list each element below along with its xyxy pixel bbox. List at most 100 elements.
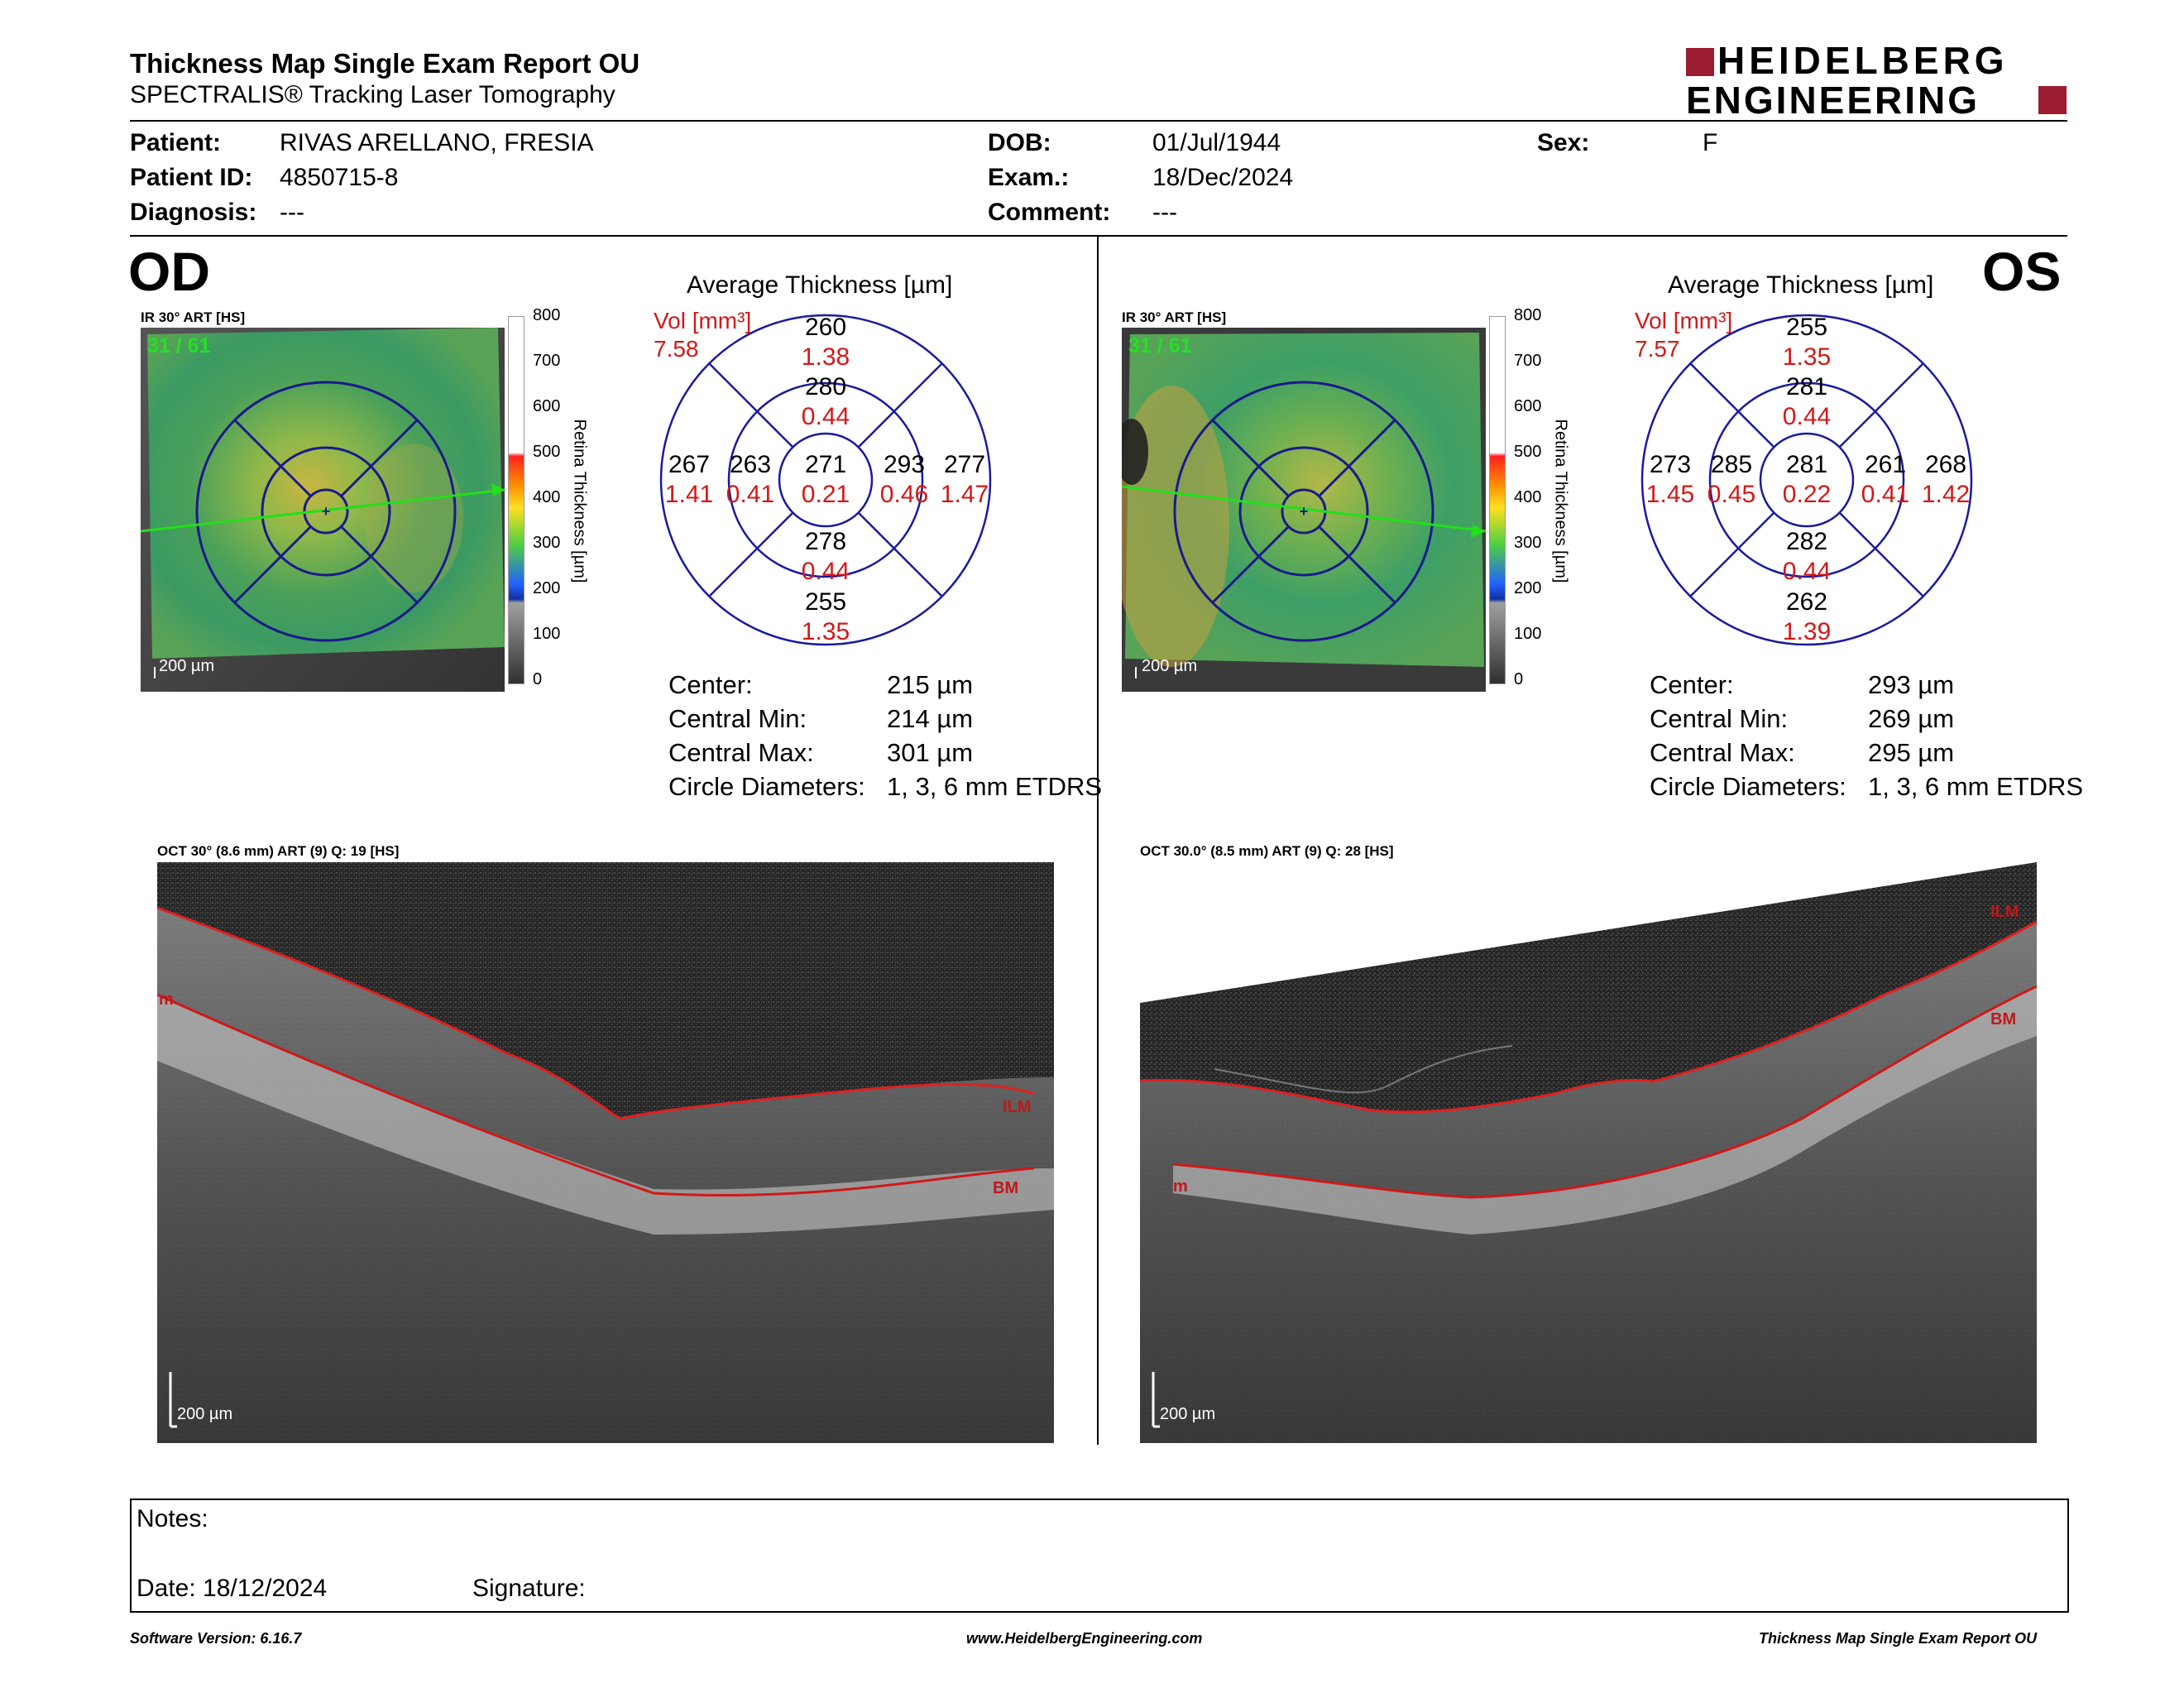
eye-divider	[1097, 237, 1099, 1445]
os-tick: 600	[1514, 397, 1542, 415]
os-inner-top-volume: 0.44	[1782, 403, 1832, 430]
header-divider	[130, 120, 2067, 122]
report-title: Thickness Map Single Exam Report OU	[130, 48, 640, 79]
os-tick: 400	[1514, 488, 1542, 506]
od-center-thickness: 271	[804, 451, 847, 478]
patient-name: RIVAS ARELLANO, FRESIA	[280, 129, 594, 156]
od-tick: 100	[533, 625, 561, 643]
svg-text:m: m	[1173, 1177, 1188, 1196]
od-inner-bottom-volume: 0.44	[801, 558, 850, 585]
od-center-volume: 0.21	[801, 481, 850, 508]
os-tick: 100	[1514, 625, 1542, 643]
os-inner-top-thickness: 281	[1785, 373, 1828, 400]
comment-value: ---	[1152, 199, 1177, 226]
os-central-max-value: 295 µm	[1868, 738, 1955, 767]
os-ir-image: +	[1122, 328, 1486, 692]
od-center-label: Center:	[668, 670, 753, 699]
od-tick: 200	[533, 579, 561, 597]
os-inner-right-volume: 0.41	[1861, 481, 1910, 508]
svg-text:+: +	[322, 503, 331, 520]
os-thickness-map: +	[1122, 328, 1486, 692]
os-tick: 800	[1514, 306, 1542, 324]
os-outer-bottom-volume: 1.39	[1782, 618, 1832, 645]
patient-divider	[130, 235, 2067, 237]
os-chart-title: Average Thickness [µm]	[1668, 271, 1934, 299]
od-central-max-value: 301 µm	[887, 738, 974, 767]
od-inner-top-volume: 0.44	[801, 403, 850, 430]
od-tick: 500	[533, 443, 561, 461]
os-tick: 500	[1514, 443, 1542, 461]
od-thickness-map: +	[141, 328, 505, 692]
os-inner-bottom-thickness: 282	[1785, 528, 1828, 555]
logo-square-left	[1686, 48, 1714, 76]
svg-text:BM: BM	[1990, 1010, 2016, 1029]
logo-line2: ENGINEERING	[1686, 79, 1980, 122]
od-color-scale	[508, 316, 524, 684]
os-oct-image: ILM BM m	[1140, 862, 2037, 1443]
os-tick: 700	[1514, 352, 1542, 370]
od-tick: 700	[533, 352, 561, 370]
od-sector-inner-bottom: 278 0.44	[784, 527, 867, 587]
notes-box[interactable]: Notes: Date: 18/12/2024 Signature:	[130, 1499, 2069, 1613]
os-color-scale	[1489, 316, 1506, 684]
os-oct-bscan: ILM BM m	[1140, 862, 2037, 1443]
os-oct-label: OCT 30.0° (8.5 mm) ART (9) Q: 28 [HS]	[1140, 843, 1394, 859]
os-outer-top-thickness: 255	[1785, 314, 1828, 341]
os-inner-bottom-volume: 0.44	[1782, 558, 1832, 585]
svg-text:m: m	[159, 990, 174, 1009]
dob-label: DOB:	[988, 129, 1051, 156]
od-tick: 400	[533, 488, 561, 506]
od-oct-label: OCT 30° (8.6 mm) ART (9) Q: 19 [HS]	[157, 843, 400, 859]
od-tick: 300	[533, 534, 561, 552]
os-sector-center: 281 0.22	[1765, 450, 1848, 510]
svg-text:BM: BM	[993, 1179, 1018, 1197]
diagnosis-label: Diagnosis:	[130, 199, 257, 226]
od-inner-bottom-thickness: 278	[804, 528, 847, 555]
od-scale-ticks: 800 700 600 500 400 300 200 100 0	[526, 306, 561, 695]
od-eye-label: OD	[128, 241, 210, 302]
od-center-value: 215 µm	[887, 670, 974, 699]
svg-text:+: +	[1300, 503, 1309, 520]
od-ir-label: IR 30° ART [HS]	[141, 309, 246, 325]
os-eye-label: OS	[1982, 241, 2062, 302]
od-chart-title: Average Thickness [µm]	[687, 271, 953, 299]
od-sector-inner-top: 280 0.44	[784, 372, 867, 432]
os-center-thickness: 281	[1785, 451, 1828, 478]
od-ir-scalebar-mark	[154, 667, 156, 679]
od-vol-value: 7.58	[654, 336, 699, 362]
os-central-min-label: Central Min:	[1650, 704, 1789, 733]
od-tick: 600	[533, 397, 561, 415]
footer-report-title: Thickness Map Single Exam Report OU	[1759, 1630, 2038, 1647]
os-etdrs-grid	[1640, 314, 1973, 646]
os-inner-left-volume: 0.45	[1707, 481, 1756, 508]
od-oct-scalebar: 200 µm	[177, 1405, 233, 1423]
od-sector-outer-top: 260 1.38	[784, 313, 867, 372]
diagnosis-value: ---	[280, 199, 304, 226]
od-inner-left-thickness: 263	[729, 451, 772, 478]
exam-value: 18/Dec/2024	[1152, 164, 1294, 191]
od-central-min-label: Central Min:	[668, 704, 807, 733]
os-inner-left-thickness: 285	[1710, 451, 1753, 478]
os-ir-scalebar-mark	[1135, 667, 1137, 679]
os-central-min-value: 269 µm	[1868, 704, 1955, 733]
od-inner-right-thickness: 293	[883, 451, 926, 478]
website-link[interactable]: www.HeidelbergEngineering.com	[966, 1630, 1203, 1647]
os-scale-axis-label: Retina Thickness [µm]	[1551, 419, 1570, 583]
os-inner-right-thickness: 261	[1864, 451, 1907, 478]
dob-value: 01/Jul/1944	[1152, 129, 1281, 156]
od-scale-axis-label: Retina Thickness [µm]	[570, 419, 589, 583]
sex-value: F	[1703, 129, 1718, 156]
os-oct-scalebar: 200 µm	[1160, 1405, 1216, 1423]
os-tick: 300	[1514, 534, 1542, 552]
os-ir-label: IR 30° ART [HS]	[1122, 309, 1227, 325]
os-center-volume: 0.22	[1782, 481, 1832, 508]
logo-square-right	[2038, 86, 2067, 114]
od-outer-left-thickness: 267	[668, 451, 711, 478]
date-label: Date: 18/12/2024	[136, 1575, 328, 1602]
od-scan-counter: 31 / 61	[147, 334, 211, 357]
od-sector-outer-left: 267 1.41	[648, 450, 730, 510]
od-sector-outer-bottom: 255 1.35	[784, 587, 867, 647]
os-sector-outer-right: 268 1.42	[1904, 450, 1987, 510]
od-outer-top-thickness: 260	[804, 314, 847, 341]
os-outer-left-thickness: 273	[1649, 451, 1692, 478]
